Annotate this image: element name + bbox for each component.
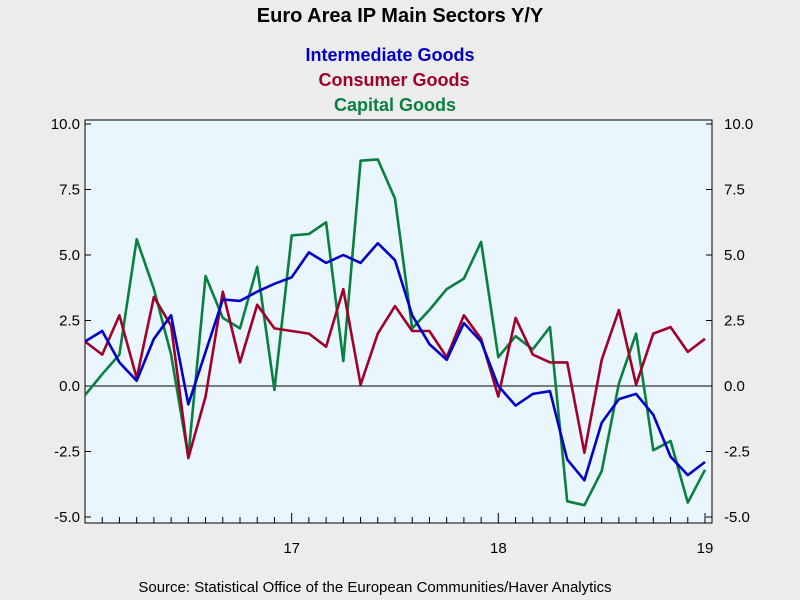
x-axis: 17 18 19 — [84, 513, 714, 557]
series-line-intermediate-goods — [84, 241, 706, 482]
y-tick-label-right: -5.0 — [724, 509, 750, 526]
y-tick-label-left: -5.0 — [54, 509, 80, 526]
y-tick-label-right: 2.5 — [724, 313, 745, 330]
y-tick-label-left: 10.0 — [51, 116, 80, 133]
y-tick-label-right: 10.0 — [724, 116, 753, 133]
y-tick-label-left: 0.0 — [59, 378, 80, 395]
y-tick-label-right: -2.5 — [724, 444, 750, 461]
series-line-consumer-goods — [84, 287, 706, 460]
y-axis-right: 10.0 7.5 5.0 2.5 0.0 -2.5 -5.0 — [706, 116, 753, 526]
y-tick-label-left: 2.5 — [59, 313, 80, 330]
chart-title: Euro Area IP Main Sectors Y/Y — [257, 5, 544, 27]
y-tick-label-right: 5.0 — [724, 247, 745, 264]
x-tick-label: 17 — [283, 540, 300, 557]
legend-consumer-goods: Consumer Goods — [318, 70, 469, 90]
y-tick-label-right: 0.0 — [724, 378, 745, 395]
y-tick-label-left: -2.5 — [54, 444, 80, 461]
series-lines — [83, 158, 707, 507]
legend-capital-goods: Capital Goods — [334, 95, 456, 115]
x-tick-label: 18 — [490, 540, 507, 557]
y-axis-left: 10.0 7.5 5.0 2.5 0.0 -2.5 -5.0 — [51, 116, 91, 526]
y-tick-label-left: 7.5 — [59, 182, 80, 199]
plot-area — [84, 119, 713, 524]
y-tick-label-right: 7.5 — [724, 182, 745, 199]
y-tick-label-left: 5.0 — [59, 247, 80, 264]
source-note: Source: Statistical Office of the Europe… — [138, 579, 611, 596]
x-tick-label: 19 — [697, 540, 714, 557]
legend-intermediate-goods: Intermediate Goods — [305, 45, 474, 65]
